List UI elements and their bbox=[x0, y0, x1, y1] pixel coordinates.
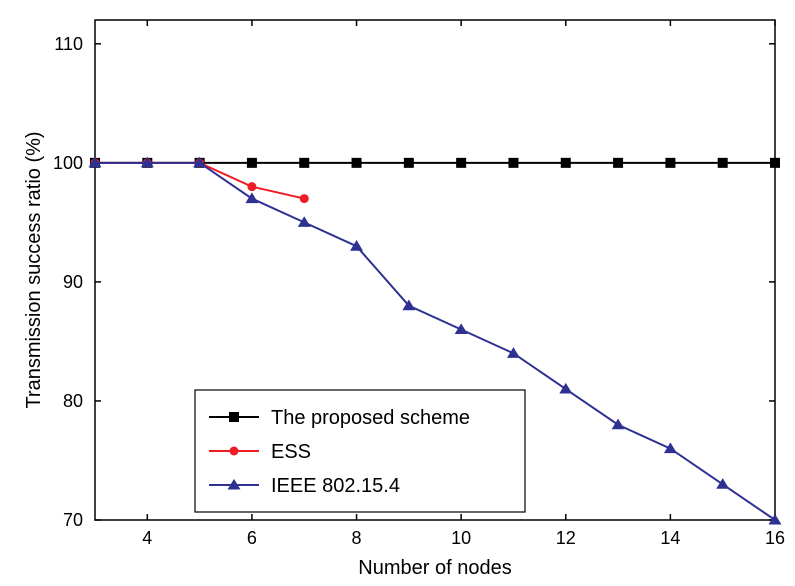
x-tick-label: 12 bbox=[556, 528, 576, 548]
x-tick-label: 6 bbox=[247, 528, 257, 548]
y-tick-label: 110 bbox=[54, 34, 83, 54]
x-tick-label: 14 bbox=[660, 528, 680, 548]
x-axis-label: Number of nodes bbox=[358, 557, 511, 579]
y-tick-label: 100 bbox=[53, 153, 83, 173]
legend-label: The proposed scheme bbox=[271, 407, 470, 429]
y-axis-label: Transmission success ratio (%) bbox=[23, 131, 45, 408]
x-tick-label: 8 bbox=[352, 528, 362, 548]
legend-label: IEEE 802.15.4 bbox=[271, 475, 400, 497]
y-tick-label: 80 bbox=[63, 391, 83, 411]
x-tick-label: 10 bbox=[451, 528, 471, 548]
line-chart: 4 6 8 10 12 14 16 70 80 90 100 110 Number of nodes Tr… bbox=[0, 0, 795, 586]
y-tick-label: 90 bbox=[63, 272, 83, 292]
chart-container: 4 6 8 10 12 14 16 70 80 90 100 110 Number of nodes Tr… bbox=[0, 0, 795, 586]
y-tick-label: 70 bbox=[63, 510, 83, 530]
x-tick-label: 4 bbox=[142, 528, 152, 548]
x-tick-label: 16 bbox=[765, 528, 785, 548]
legend: The proposed scheme ESS IEEE 802.15.4 bbox=[195, 390, 525, 512]
legend-label: ESS bbox=[271, 441, 311, 463]
